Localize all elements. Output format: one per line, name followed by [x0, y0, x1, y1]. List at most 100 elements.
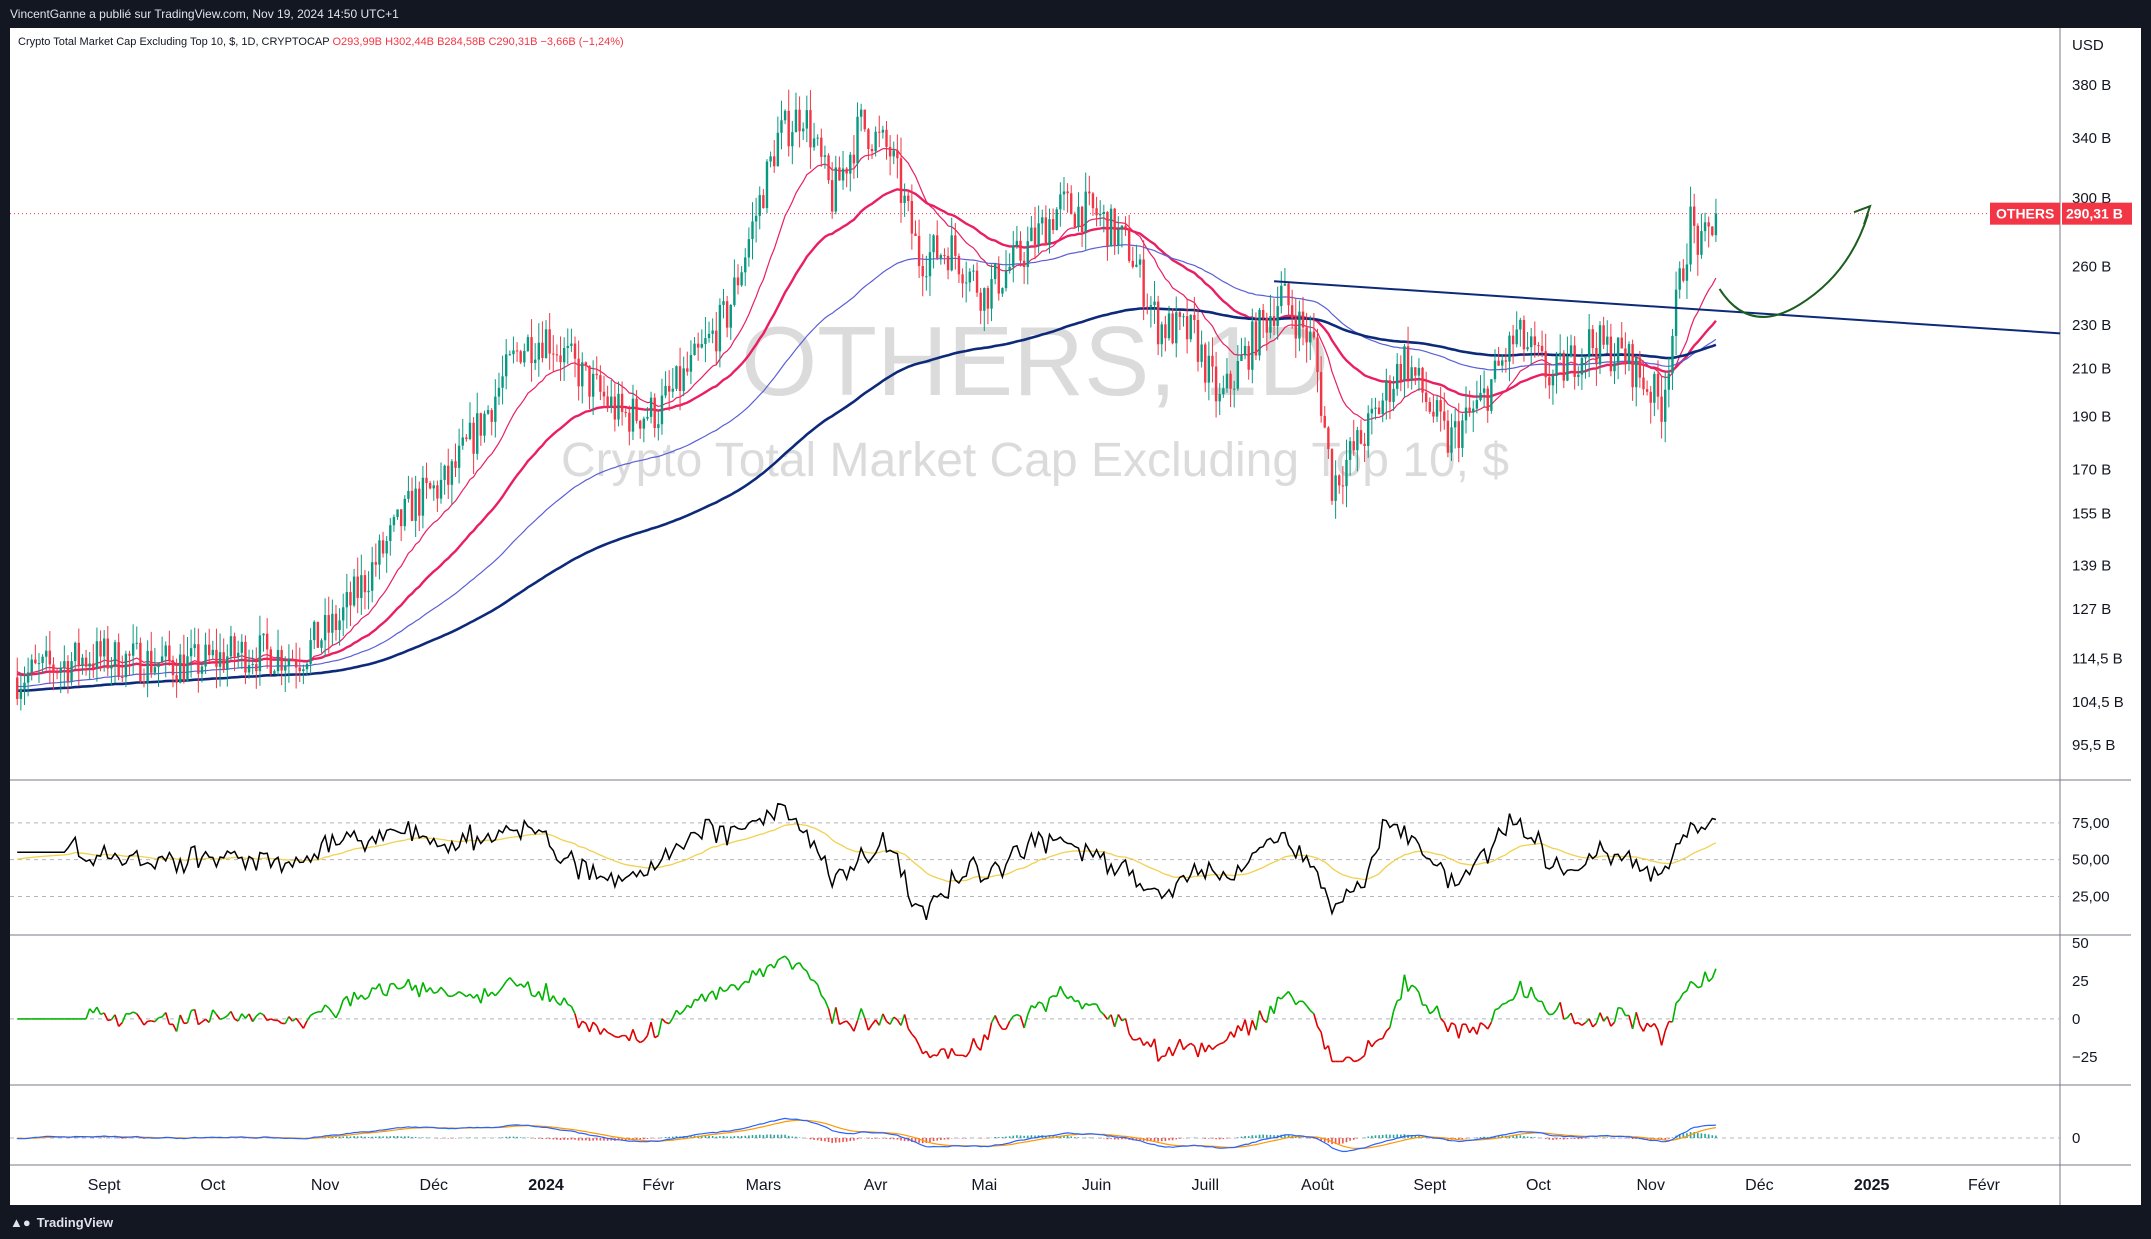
momentum-segment	[1016, 1013, 1021, 1017]
macd-histogram-bar	[1704, 1133, 1706, 1138]
momentum-segment	[404, 978, 410, 987]
momentum-segment	[1229, 1031, 1235, 1038]
momentum-segment	[1443, 1022, 1449, 1033]
momentum-segment	[364, 996, 370, 1001]
tradingview-brand[interactable]: ▲● TradingView	[10, 1215, 113, 1230]
macd-histogram-bar	[570, 1138, 573, 1140]
candle-body	[849, 154, 852, 174]
macd-histogram-bar	[1034, 1135, 1036, 1138]
candle-body	[208, 644, 211, 656]
macd-histogram-bar	[704, 1135, 707, 1138]
momentum-segment	[270, 1018, 275, 1022]
macd-histogram-bar	[364, 1136, 366, 1138]
candle-body	[577, 358, 580, 387]
macd-histogram-bar	[516, 1136, 518, 1138]
candle-body	[211, 649, 215, 656]
momentum-segment	[733, 984, 739, 991]
currency-label[interactable]: USD	[2072, 37, 2104, 54]
macd-histogram-bar	[675, 1136, 678, 1138]
macd-histogram-bar	[331, 1136, 334, 1138]
momentum-segment	[1356, 1057, 1362, 1062]
macd-histogram-bar	[1175, 1138, 1178, 1140]
macd-histogram-bar	[885, 1138, 888, 1139]
macd-histogram-bar	[1584, 1138, 1587, 1139]
macd-histogram-bar	[512, 1136, 515, 1138]
candle-body	[722, 301, 725, 305]
macd-histogram-bar	[1396, 1134, 1398, 1138]
candle-body	[1185, 316, 1189, 340]
time-tick-label: Févr	[642, 1177, 675, 1194]
time-tick-label: Déc	[420, 1177, 448, 1194]
candle-body	[468, 422, 472, 440]
momentum-segment	[1549, 1013, 1554, 1016]
time-axis[interactable]: Sept Oct Nov Déc 2024 Févr Mars Avr Mai Juin Juill…	[88, 1177, 2001, 1194]
legend-close: C290,31B	[488, 36, 538, 48]
macd-histogram-bar	[1211, 1138, 1214, 1139]
macd-histogram-bar	[813, 1138, 815, 1140]
momentum-segment	[791, 963, 797, 970]
candle-body	[946, 255, 950, 271]
candle-body	[1211, 355, 1214, 367]
momentum-segment	[657, 1018, 663, 1036]
macd-histogram-bar	[965, 1138, 967, 1139]
momentum-segment	[520, 983, 525, 988]
momentum-segment	[476, 994, 482, 1004]
momentum-panel	[10, 955, 2060, 1063]
candle-body	[345, 592, 349, 608]
candle-body	[1558, 352, 1562, 357]
candle-body	[1667, 373, 1671, 390]
momentum-segment	[193, 1009, 200, 1025]
candle-body	[1156, 301, 1160, 345]
candle-body	[1077, 206, 1080, 228]
momentum-segment	[618, 1034, 623, 1039]
candle-body	[1051, 219, 1055, 231]
candle-body	[1511, 335, 1515, 345]
momentum-segment	[1284, 990, 1290, 996]
macd-histogram-bar	[1226, 1138, 1228, 1139]
macd-histogram-bar	[918, 1138, 920, 1143]
candle-body	[1178, 312, 1182, 317]
candle-body	[407, 490, 410, 499]
momentum-segment	[701, 993, 707, 1002]
momentum-segment	[896, 1019, 902, 1026]
candle-body	[1642, 377, 1645, 390]
candle-body	[1008, 266, 1011, 271]
candle-body	[928, 252, 932, 277]
momentum-segment	[987, 1022, 993, 1040]
candle-body	[501, 376, 504, 388]
time-tick-label: Nov	[1636, 1177, 1664, 1194]
candle-body	[954, 235, 957, 256]
momentum-segment	[643, 1035, 649, 1041]
momentum-segment	[158, 1016, 163, 1019]
candle-body	[1410, 367, 1413, 380]
macd-histogram-bar	[672, 1136, 674, 1138]
momentum-segment	[1621, 1008, 1627, 1016]
rsi-tick-label: 25,00	[2072, 888, 2110, 905]
macd-histogram-bar	[715, 1136, 718, 1138]
candle-body	[780, 120, 783, 133]
candle-body	[189, 648, 193, 657]
candle-body	[218, 652, 222, 667]
momentum-segment	[1472, 1026, 1478, 1035]
momentum-segment	[882, 1013, 888, 1022]
candle-body	[110, 665, 113, 669]
momentum-segment	[628, 1029, 634, 1041]
macd-histogram-bar	[773, 1134, 776, 1138]
candle-body	[1131, 260, 1134, 267]
momentum-segment	[675, 1009, 681, 1015]
momentum-segment	[911, 1033, 917, 1039]
candle-body	[102, 638, 106, 657]
footer-bar: ▲● TradingView	[0, 1205, 2151, 1239]
macd-histogram-bar	[1483, 1136, 1485, 1138]
macd-histogram-bar	[816, 1138, 819, 1141]
momentum-segment	[672, 1009, 678, 1019]
candle-body	[1113, 208, 1116, 246]
macd-histogram-bar	[994, 1136, 996, 1138]
momentum-segment	[893, 1016, 898, 1021]
momentum-segment	[1349, 1057, 1355, 1063]
momentum-segment	[548, 995, 554, 1003]
candle-body	[26, 672, 30, 683]
macd-histogram-bar	[407, 1136, 410, 1138]
